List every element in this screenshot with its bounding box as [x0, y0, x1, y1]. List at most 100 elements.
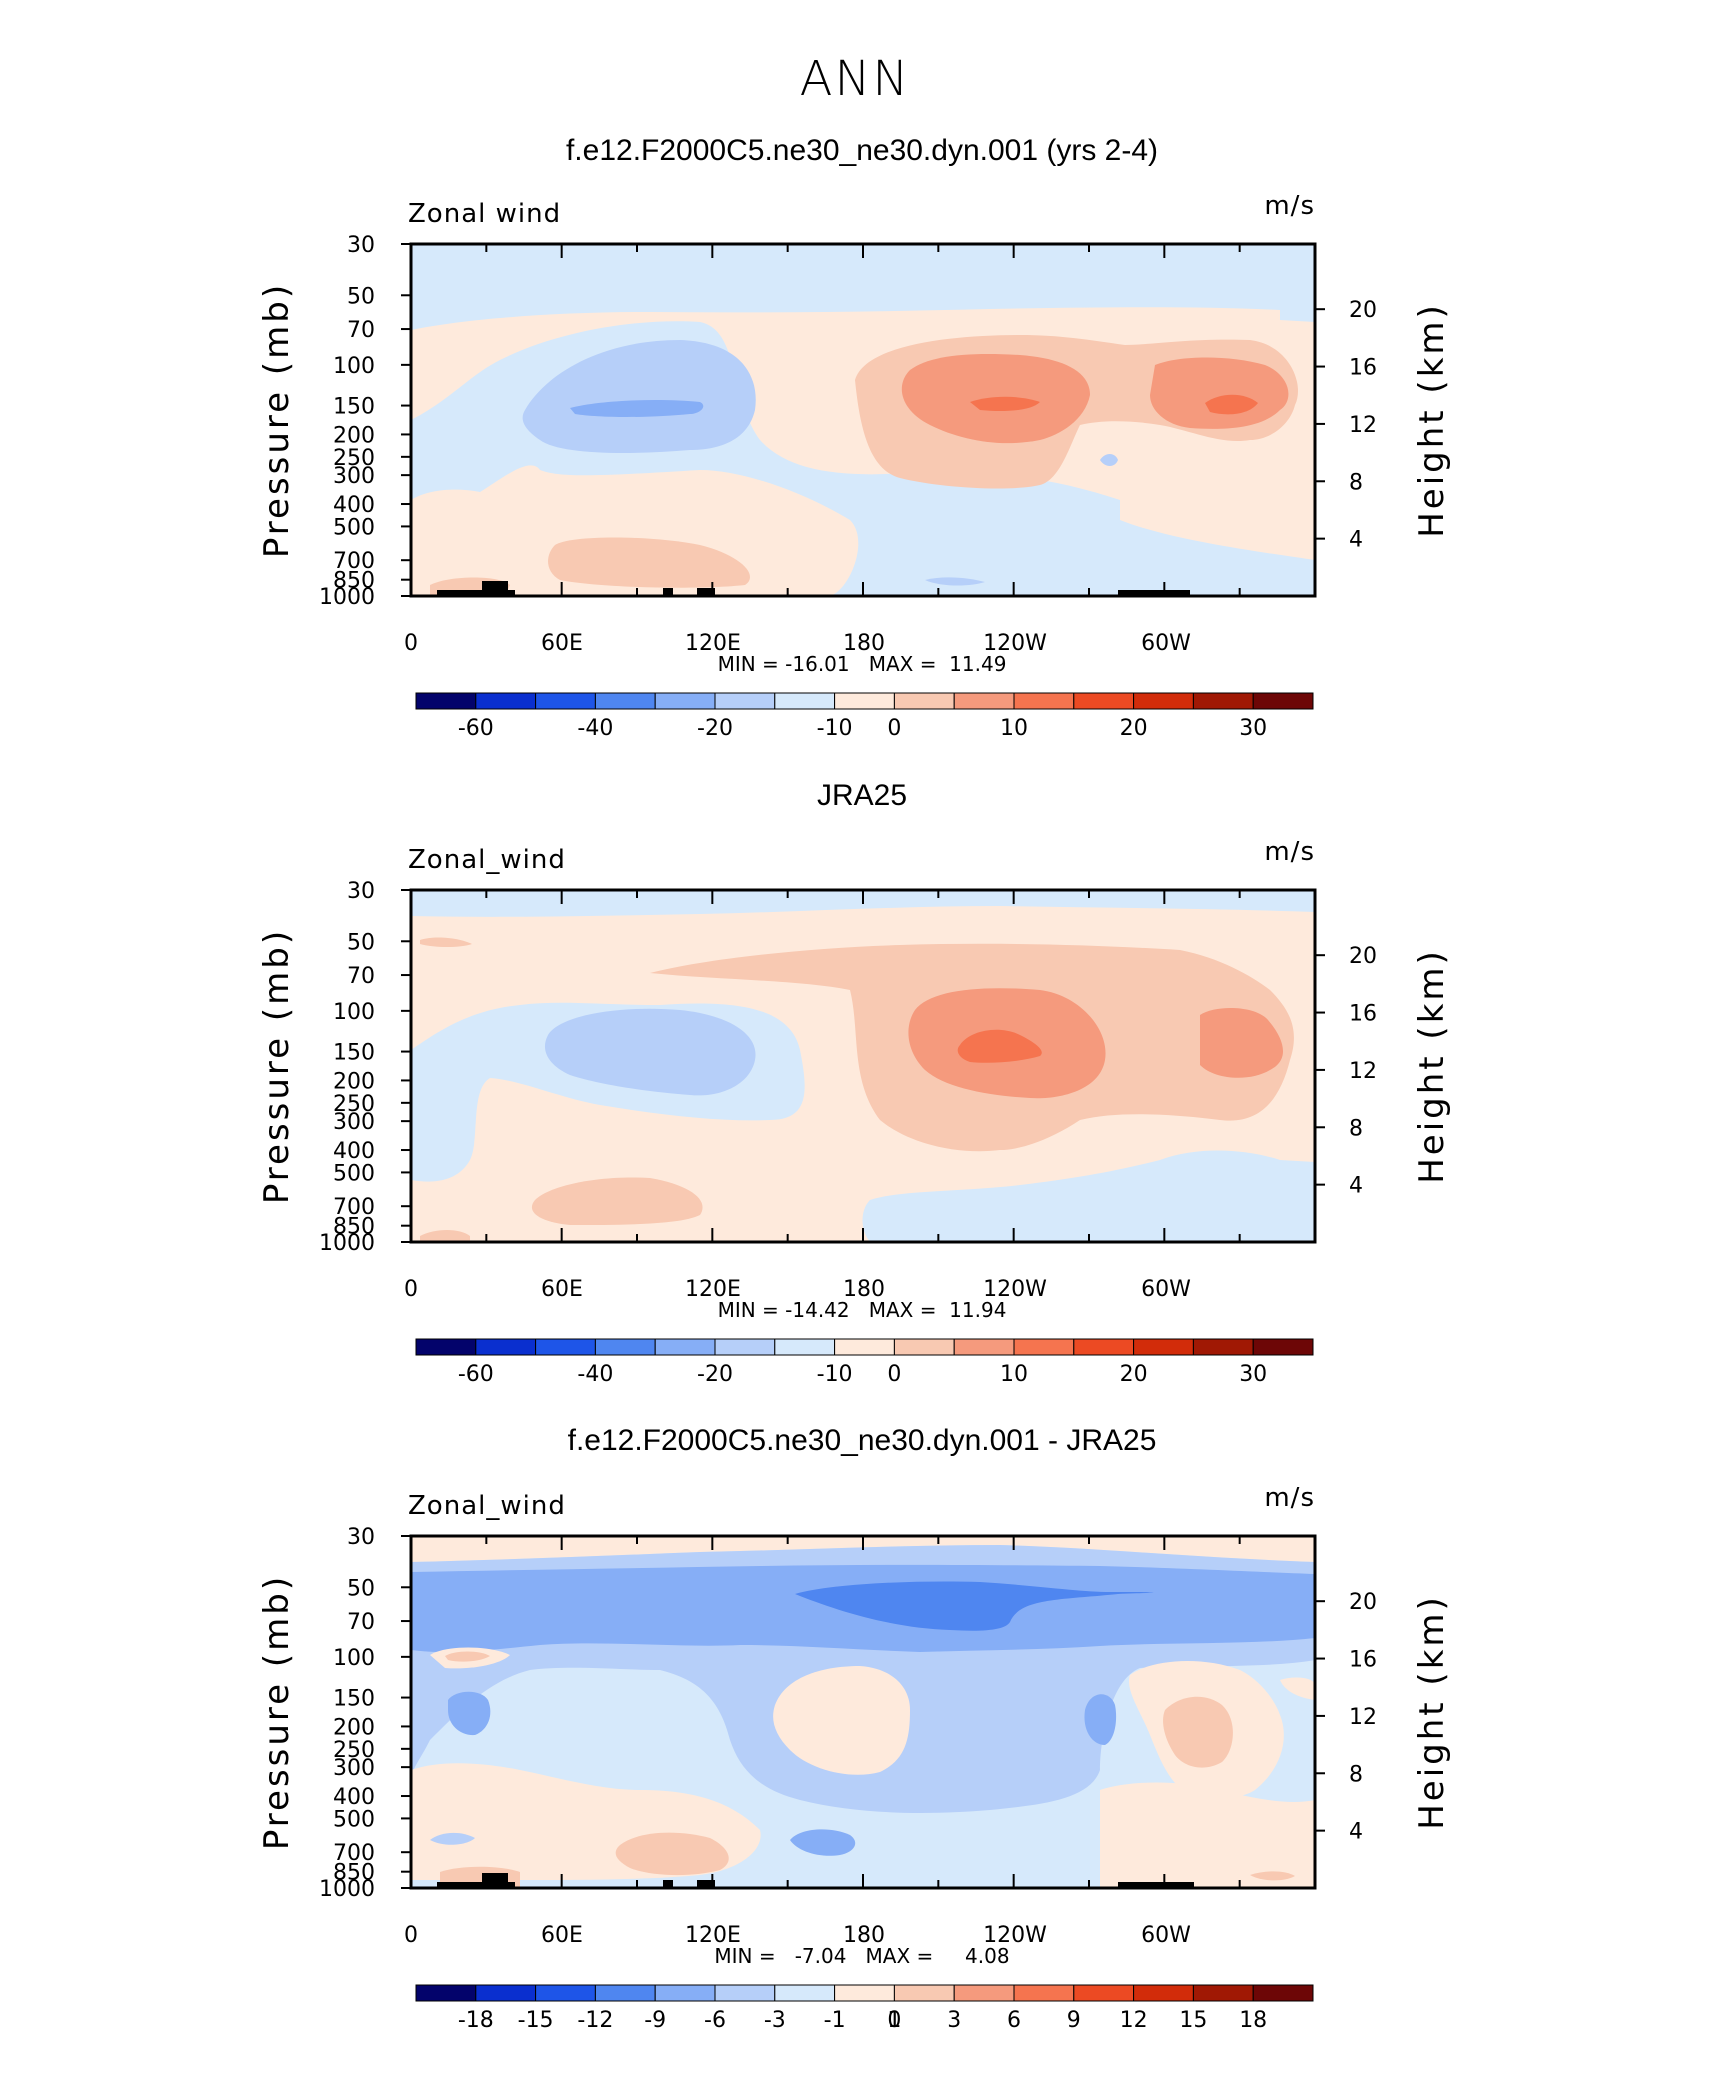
y-tick-label: 70 — [347, 1610, 375, 1635]
y-tick-label: 700 — [333, 1841, 375, 1866]
y-tick-label: 1000 — [319, 585, 375, 610]
panel-2-variable-label: Zonal_wind — [408, 845, 566, 875]
y-tick-label: 700 — [333, 549, 375, 574]
figure-title: ANN — [800, 51, 911, 107]
panel-1-variable-label: Zonal wind — [408, 199, 561, 229]
colorbar-box — [535, 692, 596, 710]
y2-tick-label: 4 — [1349, 1820, 1363, 1845]
colorbar-box — [1073, 1984, 1135, 2002]
y-tick-label: 700 — [333, 1195, 375, 1220]
panel-1-contour-lowlevel-westerly-strong — [548, 537, 750, 588]
colorbar-label: -20 — [697, 1362, 733, 1387]
x-tick-label: 0 — [404, 1277, 418, 1302]
y2-tick-label: 4 — [1349, 1174, 1363, 1199]
y-tick-label: 200 — [333, 423, 375, 448]
panel-2-y2-tick-labels: 20 16 12 8 4 — [1349, 944, 1377, 1198]
y-tick-label: 300 — [333, 1756, 375, 1781]
colorbar-box — [774, 1984, 836, 2002]
y-tick-label: 400 — [333, 1785, 375, 1810]
y-tick-label: 1000 — [319, 1877, 375, 1902]
panel-2-x-ticks — [410, 890, 1316, 1242]
colorbar-box — [535, 1984, 596, 2002]
y2-tick-label: 16 — [1349, 356, 1377, 381]
colorbar-label: 30 — [1239, 1362, 1267, 1387]
colorbar-label: 18 — [1239, 2008, 1267, 2033]
panel-3-x-ticks — [410, 1536, 1316, 1888]
x-tick-label: 180 — [843, 1923, 885, 1948]
panel-2-contour-field — [411, 890, 1315, 1242]
y-tick-label: 30 — [347, 233, 375, 258]
panel-1-title: f.e12.F2000C5.ne30_ne30.dyn.001 (yrs 2-4… — [566, 134, 1158, 167]
x-tick-label: 60E — [541, 1277, 583, 1302]
colorbar-box — [714, 692, 776, 710]
y-tick-label: 200 — [333, 1715, 375, 1740]
panel-1-contour-westerly-20b — [1205, 394, 1258, 415]
panel-3-contour-pos-lower-am — [1100, 1782, 1315, 1888]
y-tick-label: 300 — [333, 1110, 375, 1135]
y-tick-label: 200 — [333, 1069, 375, 1094]
panel-2-contour-westerly-strat — [420, 937, 472, 947]
colorbar-box — [774, 1338, 836, 1356]
colorbar-label: 30 — [1239, 716, 1267, 741]
colorbar-box — [714, 1338, 776, 1356]
colorbar-box — [654, 1338, 716, 1356]
colorbar-label: 9 — [1067, 2008, 1081, 2033]
panel-1-contour-easterly-blob — [1100, 454, 1118, 466]
colorbar-box — [475, 692, 537, 710]
y-tick-label: 850 — [333, 1215, 375, 1240]
y2-tick-label: 12 — [1349, 413, 1377, 438]
y-tick-label: 850 — [333, 569, 375, 594]
colorbar-label: 20 — [1120, 716, 1148, 741]
colorbar-label: -15 — [518, 2008, 554, 2033]
y-tick-label: 250 — [333, 1738, 375, 1763]
colorbar-box — [953, 1984, 1015, 2002]
x-tick-label: 180 — [843, 631, 885, 656]
colorbar-box — [415, 692, 477, 710]
colorbar-box — [594, 692, 656, 710]
colorbar-label: -6 — [704, 2008, 726, 2033]
colorbar-label: 3 — [947, 2008, 961, 2033]
x-tick-label: 120E — [685, 631, 741, 656]
y2-tick-label: 8 — [1349, 1116, 1363, 1141]
x-tick-label: 60W — [1141, 631, 1191, 656]
colorbar-label: -60 — [458, 716, 494, 741]
y-tick-label: 70 — [347, 964, 375, 989]
y2-tick-label: 20 — [1349, 298, 1377, 323]
colorbar-box — [654, 1984, 716, 2002]
panel-3-title: f.e12.F2000C5.ne30_ne30.dyn.001 - JRA25 — [568, 1424, 1157, 1457]
colorbar-box — [893, 692, 955, 710]
y-tick-label: 500 — [333, 1161, 375, 1186]
panel-1-contour-westerly-15b — [1150, 357, 1289, 429]
y-tick-label: 400 — [333, 493, 375, 518]
y-tick-label: 150 — [333, 1687, 375, 1712]
x-tick-label: 0 — [404, 631, 418, 656]
panel-2-colorbar: -60 -40 -20 -10 0 10 20 30 — [415, 1338, 1314, 1387]
colorbar-box — [1013, 1984, 1075, 2002]
panel-1-y-ticks — [401, 243, 411, 597]
colorbar-label: 6 — [1007, 2008, 1021, 2033]
panel-3-topography — [437, 1873, 1194, 1888]
y-tick-label: 500 — [333, 515, 375, 540]
panel-2-contour-easterly-lower — [862, 1150, 1315, 1242]
panel-2-contour-surface-westerly — [420, 1230, 470, 1242]
y-tick-label: 850 — [333, 1861, 375, 1886]
panel-3-units-label: m/s — [1264, 1483, 1315, 1513]
colorbar-box — [1073, 692, 1135, 710]
panel-3: f.e12.F2000C5.ne30_ne30.dyn.001 - JRA25 … — [257, 1424, 1452, 2033]
colorbar-box — [1013, 1338, 1075, 1356]
colorbar-box — [953, 1338, 1015, 1356]
panel-3-y2-axis-title: Height (km) — [1412, 1594, 1452, 1830]
x-tick-label: 60E — [541, 1923, 583, 1948]
y-tick-label: 100 — [333, 354, 375, 379]
panel-1-y2-ticks — [1315, 308, 1325, 540]
panel-1-y-axis-title: Pressure (mb) — [257, 282, 297, 558]
colorbar-box — [1192, 1338, 1254, 1356]
panel-1-contour-lowlevel-westerly — [411, 465, 859, 596]
y-tick-label: 150 — [333, 1041, 375, 1066]
colorbar-label: -9 — [644, 2008, 666, 2033]
panel-1-topography — [437, 581, 1190, 596]
panel-1-y2-tick-labels: 20 16 12 8 4 — [1349, 298, 1377, 552]
colorbar-label: -10 — [817, 716, 853, 741]
panel-2-contour-westerly-15b — [1200, 1008, 1283, 1078]
y-tick-label: 100 — [333, 1000, 375, 1025]
